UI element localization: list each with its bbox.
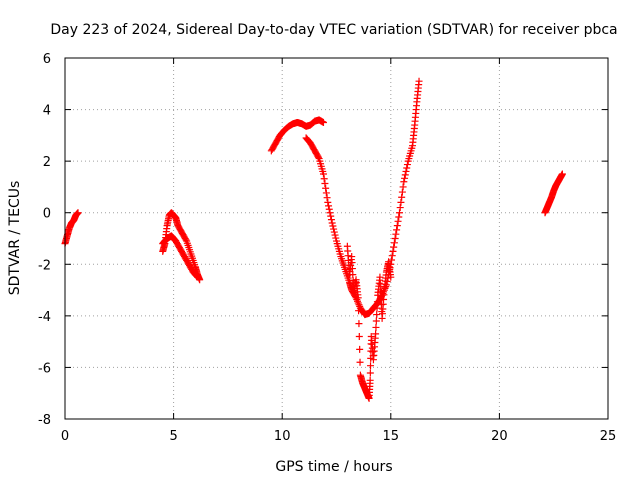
y-tick-label: 6 xyxy=(43,52,51,67)
data-point xyxy=(332,234,340,242)
data-point xyxy=(193,272,201,280)
x-tick-label: 15 xyxy=(383,429,400,444)
data-point xyxy=(325,205,333,213)
plot-frame xyxy=(64,57,609,420)
grid-lines xyxy=(65,58,608,419)
x-tick-label: 25 xyxy=(600,429,617,444)
data-point xyxy=(397,198,405,206)
x-tick-label: 20 xyxy=(491,429,508,444)
data-point xyxy=(354,294,362,302)
data-point xyxy=(323,194,331,202)
data-point xyxy=(415,77,423,85)
data-point xyxy=(327,212,335,220)
x-tick-label: 10 xyxy=(274,429,291,444)
data-point xyxy=(192,271,200,279)
data-point xyxy=(314,153,322,161)
data-point xyxy=(74,209,82,217)
data-point xyxy=(373,304,381,312)
data-point xyxy=(355,301,363,309)
data-point xyxy=(366,369,374,377)
x-axis-ticks: 0 5 10 15 20 25 xyxy=(61,58,616,444)
data-point xyxy=(319,170,327,178)
data-point xyxy=(376,273,384,281)
data-point xyxy=(353,297,361,305)
data-point xyxy=(327,216,335,224)
data-point xyxy=(193,273,201,281)
data-point xyxy=(403,161,411,169)
chart-title: Day 223 of 2024, Sidereal Day-to-day VTE… xyxy=(50,22,617,38)
y-tick-label: 4 xyxy=(43,104,51,119)
data-point xyxy=(348,265,356,273)
data-point xyxy=(398,193,406,201)
x-tick-label: 5 xyxy=(169,429,177,444)
data-point xyxy=(356,345,364,353)
data-point xyxy=(401,171,409,179)
data-point xyxy=(321,179,329,187)
data-point xyxy=(372,323,380,331)
data-point xyxy=(322,189,330,197)
data-point xyxy=(373,298,381,306)
x-axis-label: GPS time / hours xyxy=(275,459,392,475)
data-point xyxy=(328,219,336,227)
data-point xyxy=(329,222,337,230)
data-point xyxy=(353,296,361,304)
data-point xyxy=(366,376,374,384)
data-point xyxy=(330,225,338,233)
data-point xyxy=(388,252,396,260)
data-point xyxy=(348,253,356,261)
data-point xyxy=(390,239,398,247)
data-point xyxy=(355,320,363,328)
data-point xyxy=(399,183,407,191)
data-point xyxy=(387,273,395,281)
data-point xyxy=(390,243,398,251)
y-axis-ticks: -8 -6 -4 -2 0 2 4 6 xyxy=(38,52,608,428)
data-point xyxy=(320,175,328,183)
data-point xyxy=(400,178,408,186)
data-point xyxy=(377,287,385,295)
data-point xyxy=(372,317,380,325)
data-point xyxy=(182,236,190,244)
data-point xyxy=(403,164,411,172)
y-tick-label: 0 xyxy=(43,207,51,222)
y-tick-label: 2 xyxy=(43,155,51,170)
data-point xyxy=(331,231,339,239)
y-axis-label: SDTVAR / TECUs xyxy=(7,181,23,296)
data-point xyxy=(319,118,327,126)
y-tick-label: -6 xyxy=(38,361,51,376)
data-point xyxy=(324,198,332,206)
data-point xyxy=(392,230,400,238)
data-point xyxy=(367,362,375,370)
data-point xyxy=(394,217,402,225)
data-point xyxy=(402,167,410,175)
data-point xyxy=(355,332,363,340)
y-tick-label: -8 xyxy=(38,413,51,428)
data-point xyxy=(393,226,401,234)
data-point xyxy=(348,259,356,267)
y-tick-label: -4 xyxy=(38,310,51,325)
data-point xyxy=(389,247,397,255)
data-point xyxy=(325,202,333,210)
data-point xyxy=(355,307,363,315)
data-point xyxy=(558,170,566,178)
data-point xyxy=(398,188,406,196)
x-tick-label: 0 xyxy=(61,429,69,444)
data-point xyxy=(356,358,364,366)
data-point xyxy=(401,174,409,182)
data-point xyxy=(391,235,399,242)
data-point xyxy=(326,209,334,217)
data-point xyxy=(322,184,330,192)
data-point xyxy=(393,222,401,230)
data-point xyxy=(373,311,381,319)
data-point xyxy=(395,209,403,217)
data-point xyxy=(396,204,404,212)
data-point xyxy=(395,213,403,221)
data-point xyxy=(349,271,357,279)
data-point xyxy=(330,228,338,236)
y-tick-label: -2 xyxy=(38,258,51,273)
data-points xyxy=(61,77,566,402)
data-point xyxy=(372,330,380,338)
